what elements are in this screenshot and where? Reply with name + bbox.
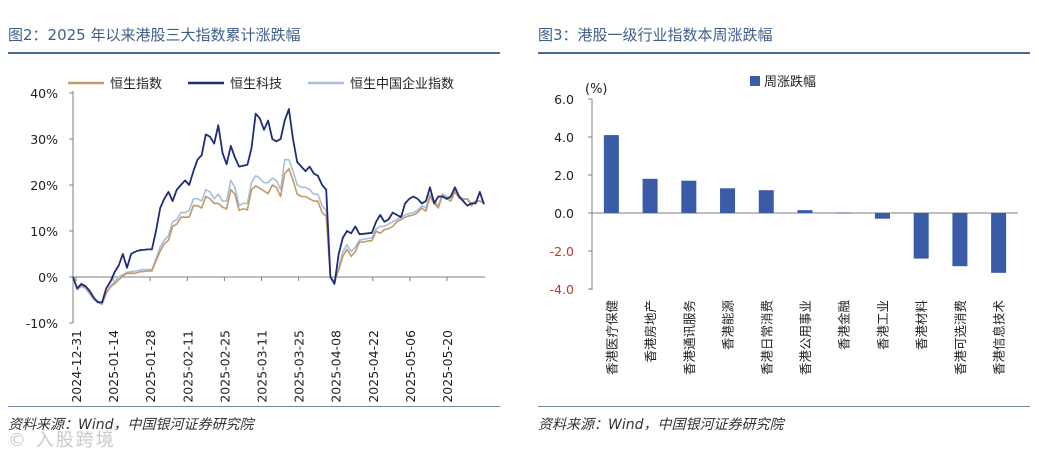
legend-hscei-label: 恒生中国企业指数 (350, 76, 454, 92)
right-bottom-rule (538, 406, 1030, 407)
left-x-tick-label: 2024-12-31 (69, 330, 84, 403)
right-y-tick-label: -2.0 (550, 244, 574, 259)
series-line-hscei (72, 158, 485, 306)
right-y-tick-label: -4.0 (550, 282, 574, 297)
bar-0 (603, 135, 619, 213)
left-x-axis: 2024-12-31 2025-01-14 2025-01-28 2025-02-11… (69, 277, 455, 403)
left-legend: 恒生指数 恒生科技 恒生中国企业指数 (68, 76, 454, 92)
left-y-tick-label: 30% (30, 132, 58, 147)
right-x-label: 香港信息技术 (992, 300, 1007, 376)
bar-6 (836, 212, 852, 214)
left-y-axis: -10% 0% 10% 20% 30% 40% (26, 86, 73, 331)
right-y-tick-label: 4.0 (554, 130, 574, 145)
legend-weekly-label: 周涨跌幅 (764, 74, 816, 90)
right-x-label: 香港材料 (914, 300, 929, 351)
bar-10 (991, 213, 1007, 273)
left-series-lines (72, 108, 485, 306)
right-x-label: 香港医疗保健 (604, 300, 619, 376)
left-y-tick-label: -10% (26, 316, 58, 331)
left-x-tick-label: 2025-02-25 (217, 330, 232, 403)
bar-3 (720, 188, 736, 213)
left-x-tick-label: 2025-05-20 (440, 330, 455, 403)
right-x-label: 香港日常消费 (759, 300, 774, 375)
right-y-tick-label: 6.0 (554, 92, 574, 107)
left-y-tick-label: 20% (30, 178, 58, 193)
bar-4 (758, 190, 774, 213)
legend-hstech-label: 恒生科技 (230, 77, 282, 92)
left-title-rule (8, 52, 500, 54)
right-legend: 周涨跌幅 (750, 74, 816, 90)
bar-1 (642, 178, 658, 213)
watermark: © 入股跨境 (8, 430, 116, 451)
line-chart: -10%0%10%20%30%40% 2024-12-31 2025-01-14 2… (26, 76, 485, 403)
left-bottom-rule (8, 406, 500, 407)
right-x-label: 香港房地产 (643, 300, 658, 363)
bar-2 (681, 180, 697, 213)
left-chart-title: 图2：2025 年以来港股三大指数累计涨跌幅 (8, 26, 301, 44)
series-line-hstech (72, 108, 485, 304)
left-y-tick-label: 0% (38, 270, 58, 285)
right-title-rule (538, 52, 1030, 54)
right-source-note: 资料来源：Wind，中国银河证券研究院 (538, 417, 784, 433)
left-x-tick-label: 2025-04-08 (329, 330, 344, 403)
right-unit-label: (%) (585, 82, 608, 97)
left-y-tick-label: 40% (30, 86, 58, 101)
right-y-tick-label: 0.0 (554, 206, 574, 221)
bar-7 (874, 213, 890, 219)
right-x-labels: 香港医疗保健 香港房地产 香港通讯服务 香港能源 香港日常消费 香港公用事业 香港金融 香港工… (604, 300, 1006, 376)
right-x-label: 香港可选消费 (953, 300, 968, 375)
right-x-label: 香港公用事业 (798, 300, 813, 375)
legend-weekly-swatch (750, 76, 760, 86)
series-line-hsi (72, 168, 485, 305)
bar-8 (913, 213, 929, 259)
left-y-tick-label: 10% (30, 224, 58, 239)
right-chart-title: 图3：港股一级行业指数本周涨跌幅 (538, 26, 773, 44)
left-source-note: 资料来源：Wind，中国银河证券研究院 (8, 417, 254, 433)
left-x-tick-label: 2025-03-11 (255, 330, 270, 403)
left-x-tick-label: 2025-01-28 (143, 330, 158, 403)
left-x-tick-label: 2025-05-06 (403, 330, 418, 403)
left-x-tick-label: 2025-01-14 (106, 330, 121, 403)
right-x-label: 香港工业 (875, 300, 890, 350)
left-x-tick-label: 2025-02-11 (180, 330, 195, 403)
right-y-tick-label: 2.0 (554, 168, 574, 183)
right-bars (603, 135, 1007, 273)
bar-5 (797, 210, 813, 213)
right-x-label: 香港能源 (721, 300, 736, 351)
right-y-axis: 6.0 4.0 2.0 0.0 -2.0 -4.0 (550, 92, 592, 297)
bar-9 (952, 213, 968, 267)
right-x-label: 香港金融 (837, 300, 852, 351)
left-x-tick-label: 2025-03-25 (292, 330, 307, 403)
right-x-label: 香港通讯服务 (682, 300, 697, 375)
bar-chart: (%) 6.0 4.0 2.0 0.0 -2.0 -4.0 香港医疗保健 香港房地产 香港通讯… (550, 74, 1018, 375)
legend-hsi-label: 恒生指数 (110, 77, 162, 92)
left-x-tick-label: 2025-04-22 (366, 330, 381, 403)
